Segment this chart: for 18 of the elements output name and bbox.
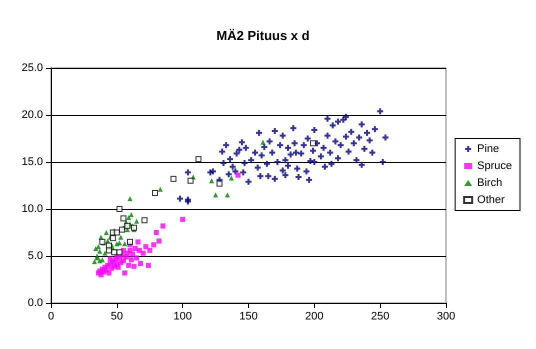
x-tick-label: 300 [436,310,456,322]
legend-label: Other [477,194,505,206]
y-tick-label: 20.0 [22,109,43,121]
y-tick-label: 15.0 [22,156,43,168]
legend-label: Birch [477,177,502,189]
x-tick-label: 100 [173,310,192,322]
x-tick-label: 250 [370,310,390,322]
chart-title: MÄ2 Pituus x d [216,28,310,43]
legend-label: Pine [477,143,500,155]
y-tick-label: 25.0 [22,62,43,74]
y-tick-label: 0.0 [28,297,43,309]
x-tick-label: 50 [110,310,123,322]
x-tick-label: 200 [305,310,324,322]
y-tick-label: 10.0 [22,203,43,215]
y-tick-label: 5.0 [28,250,43,262]
legend-label: Spruce [477,160,512,172]
x-tick-label: 0 [48,310,54,322]
x-tick-label: 150 [239,310,258,322]
